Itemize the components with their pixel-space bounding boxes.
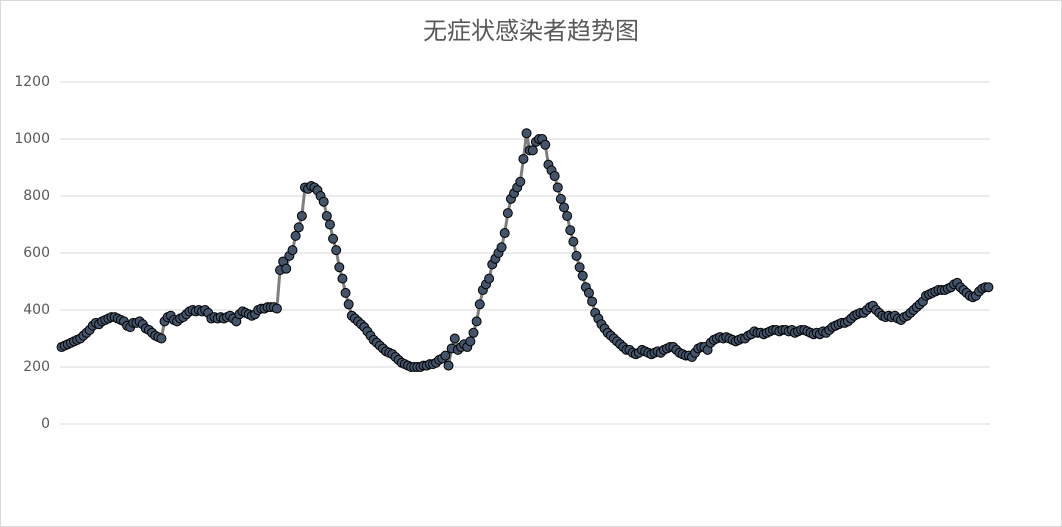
point bbox=[337, 273, 348, 284]
point bbox=[468, 327, 479, 338]
y-tick-label: 400 bbox=[23, 302, 50, 318]
point bbox=[293, 222, 304, 233]
point bbox=[334, 262, 345, 273]
point bbox=[527, 145, 538, 156]
point bbox=[587, 296, 598, 307]
point bbox=[340, 287, 351, 298]
point bbox=[465, 336, 476, 347]
point bbox=[474, 299, 485, 310]
point bbox=[571, 250, 582, 261]
point bbox=[521, 128, 532, 139]
point bbox=[515, 176, 526, 187]
point bbox=[281, 263, 292, 274]
point bbox=[549, 171, 560, 182]
y-tick-label: 0 bbox=[41, 416, 50, 432]
point bbox=[484, 273, 495, 284]
y-tick-label: 600 bbox=[23, 245, 50, 261]
point bbox=[324, 219, 335, 230]
point bbox=[287, 245, 298, 256]
point bbox=[518, 153, 529, 164]
point bbox=[559, 202, 570, 213]
point bbox=[343, 299, 354, 310]
y-tick-label: 200 bbox=[23, 359, 50, 375]
point bbox=[318, 196, 329, 207]
point bbox=[443, 360, 454, 371]
point bbox=[574, 262, 585, 273]
point bbox=[568, 236, 579, 247]
point bbox=[577, 270, 588, 281]
point bbox=[156, 333, 167, 344]
point bbox=[502, 208, 513, 219]
point bbox=[562, 210, 573, 221]
point bbox=[296, 210, 307, 221]
point bbox=[983, 282, 994, 293]
point bbox=[440, 350, 451, 361]
point bbox=[331, 245, 342, 256]
point bbox=[540, 139, 551, 150]
point bbox=[449, 333, 460, 344]
y-tick-label: 1200 bbox=[14, 74, 50, 90]
y-tick-label: 1000 bbox=[14, 131, 50, 147]
chart-title: 无症状感染者趋势图 bbox=[423, 17, 639, 45]
point bbox=[328, 233, 339, 244]
point bbox=[583, 287, 594, 298]
point bbox=[552, 182, 563, 193]
point bbox=[499, 228, 510, 239]
y-tick-label: 800 bbox=[23, 188, 50, 204]
point bbox=[290, 230, 301, 241]
point bbox=[471, 316, 482, 327]
point bbox=[565, 225, 576, 236]
point bbox=[555, 193, 566, 204]
point bbox=[496, 242, 507, 253]
point bbox=[271, 303, 282, 314]
point bbox=[321, 210, 332, 221]
